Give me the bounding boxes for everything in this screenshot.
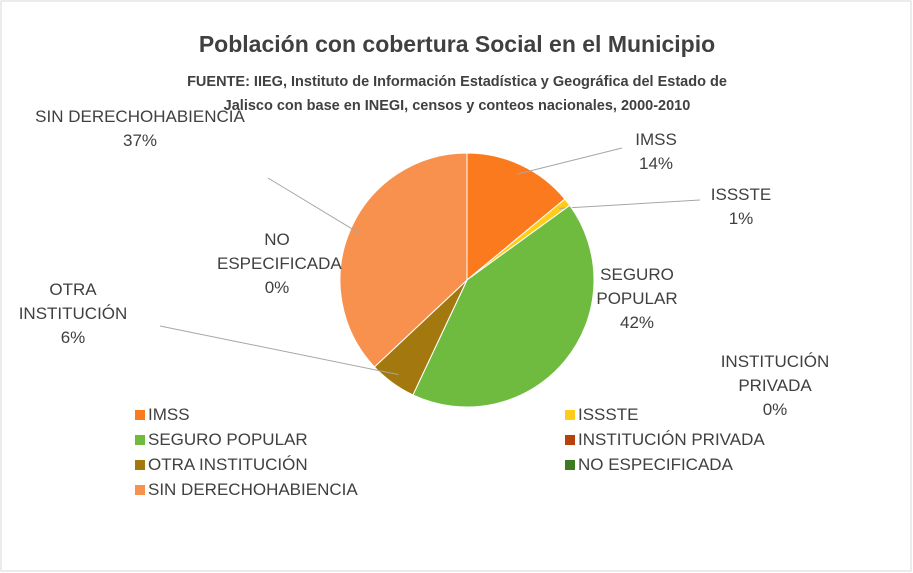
data-label: ISSSTE 1% [701,183,781,231]
legend-swatch [135,460,145,470]
legend-item: SIN DERECHOHABIENCIA [135,480,358,500]
data-label: SEGURO POPULAR 42% [592,263,682,335]
data-label-value: 14% [638,154,674,173]
legend-swatch [565,460,575,470]
data-label: SIN DERECHOHABIENCIA 37% [10,105,270,153]
pie-slice [466,152,566,282]
pie-slice [412,204,595,408]
leader-line [516,147,623,175]
data-label-category: IMSS [635,130,677,149]
legend-swatch [135,435,145,445]
data-label-category: OTRA INSTITUCIÓN [18,280,128,323]
legend-label: NO ESPECIFICADA [578,455,733,474]
legend-item: ISSSTE [565,405,638,425]
legend-label: IMSS [148,405,190,424]
legend-label: SIN DERECHOHABIENCIA [148,480,358,499]
data-label-category: ISSSTE [710,185,772,204]
chart-subtitle: Jalisco con base en INEGI, censos y cont… [224,98,691,114]
legend-item: OTRA INSTITUCIÓN [135,455,308,475]
data-label-category: NO ESPECIFICADA [217,230,342,273]
legend-item: SEGURO POPULAR [135,430,308,450]
data-label: INSTITUCIÓN PRIVADA 0% [715,350,835,422]
legend-swatch [135,410,145,420]
leader-line [159,325,399,376]
legend-label: SEGURO POPULAR [148,430,308,449]
pie-slice [339,152,468,368]
data-label-value: 6% [60,328,86,347]
data-label: NO ESPECIFICADA 0% [217,228,342,300]
data-label-category: SIN DERECHOHABIENCIA [35,107,245,126]
leader-line [559,199,701,209]
leader-line [267,177,361,235]
legend-swatch [565,435,575,445]
legend-label: INSTITUCIÓN PRIVADA [578,430,765,449]
data-label-value: 37% [122,131,158,150]
chart-title: Población con cobertura Social en el Mun… [199,31,715,57]
legend-label: OTRA INSTITUCIÓN [148,455,308,474]
data-label-category: INSTITUCIÓN PRIVADA [720,352,830,395]
data-label-value: 1% [728,209,754,228]
chart-subtitle: FUENTE: IIEG, Instituto de Información E… [187,74,727,90]
legend-label: ISSSTE [578,405,639,424]
legend-swatch [135,485,145,495]
legend-item: NO ESPECIFICADA [565,455,733,475]
data-label: OTRA INSTITUCIÓN 6% [13,278,133,350]
data-label-category: SEGURO POPULAR [596,265,678,308]
legend-item: IMSS [135,405,190,425]
legend-swatch [565,410,575,420]
data-label-value: 0% [762,400,788,419]
data-label-value: 0% [264,278,290,297]
legend-item: INSTITUCIÓN PRIVADA [565,430,765,450]
data-label: IMSS 14% [616,128,696,176]
data-label-value: 42% [619,313,655,332]
